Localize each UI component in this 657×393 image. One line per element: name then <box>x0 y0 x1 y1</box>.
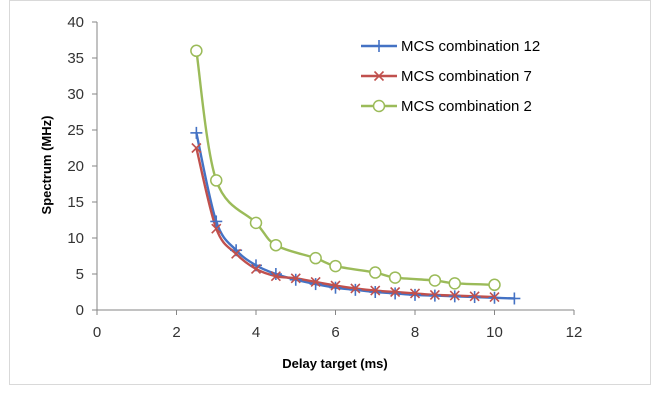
y-tick-label: 5 <box>76 266 84 283</box>
x-axis-label: Delay target (ms) <box>282 356 387 371</box>
series-1-point <box>508 292 521 305</box>
series-1-point <box>269 268 282 280</box>
series-2-point <box>449 290 460 301</box>
series-1-point <box>190 126 203 139</box>
series-3-point <box>190 44 203 58</box>
legend-marker <box>373 70 385 82</box>
series-3-point <box>329 259 342 273</box>
series-2-point <box>330 280 341 291</box>
series-2-point <box>310 276 321 287</box>
series-1-point <box>369 286 382 298</box>
x-tick-label: 4 <box>252 324 260 341</box>
series-1-point <box>329 281 342 294</box>
series-1-point <box>349 283 362 296</box>
series-1-point <box>210 215 223 228</box>
x-tick-label: 0 <box>93 324 101 341</box>
y-tick-label: 40 <box>67 14 84 31</box>
series-3-point <box>428 274 442 287</box>
series-3-point <box>210 174 223 187</box>
y-tick-label: 20 <box>67 158 84 175</box>
series-3-point <box>448 277 461 290</box>
series-2-point <box>270 271 281 282</box>
legend-item-1: MCS combination 12 <box>361 38 540 55</box>
series-3-point <box>309 251 322 265</box>
legend: MCS combination 12 MCS combination 7 MCS c… <box>361 38 540 115</box>
legend-label: MCS combination 12 <box>401 38 540 55</box>
y-tick-label: 30 <box>67 86 84 103</box>
series-2-point <box>429 289 440 300</box>
x-tick-label: 12 <box>566 324 583 341</box>
y-tick-label: 0 <box>76 302 84 319</box>
series-2-point <box>250 263 262 275</box>
series-2-point <box>469 291 480 302</box>
x-tick-label: 2 <box>172 324 180 341</box>
legend-label: MCS combination 7 <box>401 68 532 85</box>
axes: 0 5 10 15 20 25 30 35 40 0 2 4 6 8 10 12 <box>67 14 582 341</box>
plot-area <box>190 44 521 305</box>
series-3-point <box>249 216 263 230</box>
series-2-point <box>191 142 202 154</box>
legend-item-3: MCS combination 2 <box>361 98 532 115</box>
legend-item-2: MCS combination 7 <box>361 68 532 85</box>
y-tick-label: 10 <box>67 230 84 247</box>
series-2-point <box>211 223 222 234</box>
series-line-2 <box>195 146 496 299</box>
series-2-point <box>370 285 381 296</box>
legend-marker <box>372 99 386 113</box>
series-2-point <box>489 291 500 303</box>
series-2-point <box>390 286 401 298</box>
series-1-point <box>389 287 402 300</box>
series-3-point <box>488 278 501 292</box>
x-tick-label: 10 <box>486 324 503 341</box>
legend-label: MCS combination 2 <box>401 98 532 115</box>
series-1-point <box>309 278 322 291</box>
series-3-point <box>388 271 402 284</box>
series-2-point <box>290 273 301 284</box>
series-3-point <box>269 238 283 252</box>
series-2-point <box>409 288 421 299</box>
x-tick-label: 6 <box>331 324 339 341</box>
y-tick-label: 25 <box>67 122 84 139</box>
y-axis-label: Spectrum (MHz) <box>39 116 54 215</box>
series-2-point <box>231 248 242 259</box>
series-2-point <box>350 283 361 294</box>
y-tick-label: 35 <box>67 50 84 67</box>
legend-marker <box>373 40 385 52</box>
chart-frame <box>9 0 651 385</box>
y-tick-label: 15 <box>67 194 84 211</box>
series-3-point <box>369 266 382 279</box>
series-1-point <box>289 273 302 286</box>
series-1-point <box>409 288 421 301</box>
x-tick-label: 8 <box>411 324 419 341</box>
